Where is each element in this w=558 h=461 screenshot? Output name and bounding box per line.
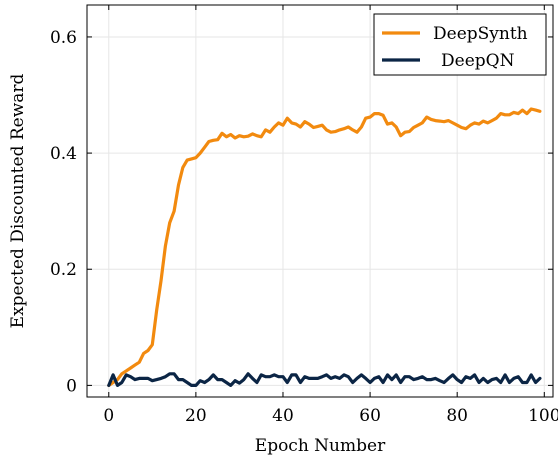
x-tick-label: 80 [446,406,468,426]
x-tick-label: 60 [359,406,381,426]
x-tick-label: 40 [272,406,294,426]
y-tick-label: 0 [66,376,77,396]
y-tick-label: 0.4 [50,144,77,164]
x-tick-label: 0 [103,406,114,426]
legend: DeepSynth DeepQN [373,13,547,76]
x-tick-label: 20 [185,406,207,426]
series-line-deepqn [107,372,542,387]
legend-label-deepsynth: DeepSynth [433,24,528,44]
ticks: 0 20 40 60 80 100 0 0.2 0.4 0.6 [50,5,558,426]
y-axis-label: Expected Discounted Reward [8,73,28,328]
series-line-deepsynth [107,107,542,387]
x-tick-label: 100 [528,406,558,426]
legend-label-deepqn: DeepQN [441,51,515,71]
y-tick-label: 0.6 [50,28,77,48]
y-tick-label: 0.2 [50,260,77,280]
series-layer [107,107,542,387]
plot-frame [86,4,554,398]
legend-box [373,13,547,76]
x-axis-label: Epoch Number [255,436,386,456]
